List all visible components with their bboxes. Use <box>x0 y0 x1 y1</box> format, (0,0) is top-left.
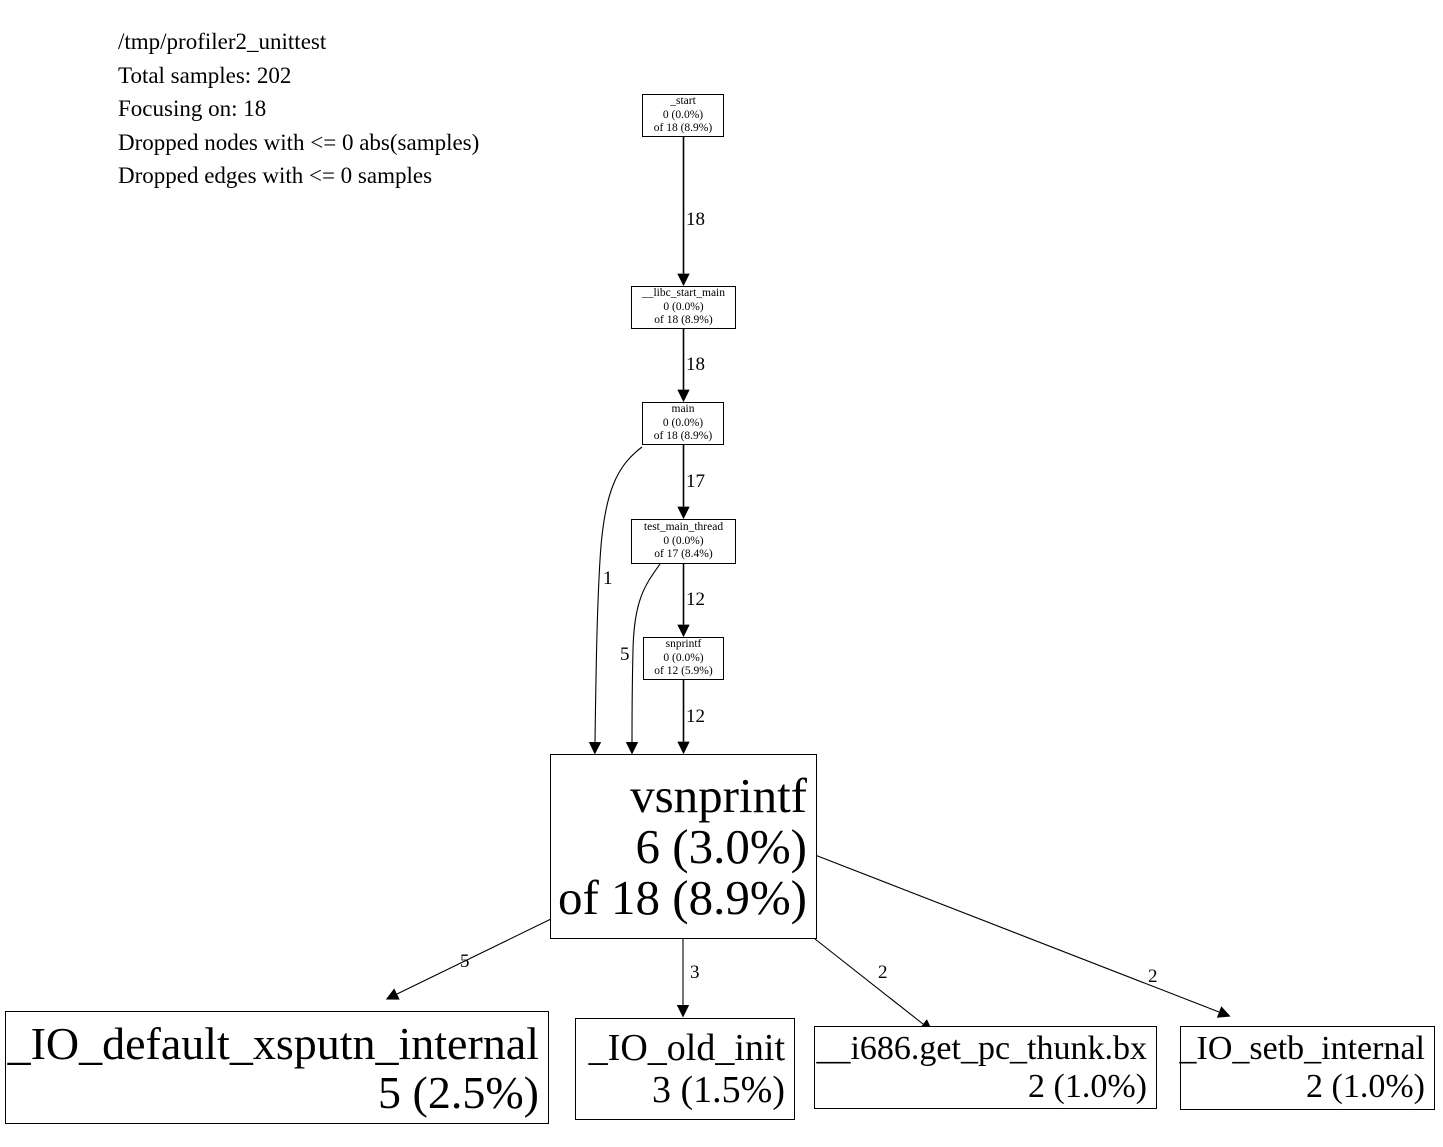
svg-text:5: 5 <box>460 951 470 972</box>
svg-text:1: 1 <box>603 568 613 589</box>
svg-text:18: 18 <box>686 354 705 375</box>
svg-text:12: 12 <box>686 706 705 727</box>
svg-text:17: 17 <box>686 471 705 492</box>
svg-text:2: 2 <box>878 962 888 983</box>
svg-text:12: 12 <box>686 589 705 610</box>
svg-text:3: 3 <box>690 962 700 983</box>
svg-text:5: 5 <box>620 644 630 665</box>
svg-text:18: 18 <box>686 209 705 230</box>
svg-text:2: 2 <box>1148 966 1158 987</box>
